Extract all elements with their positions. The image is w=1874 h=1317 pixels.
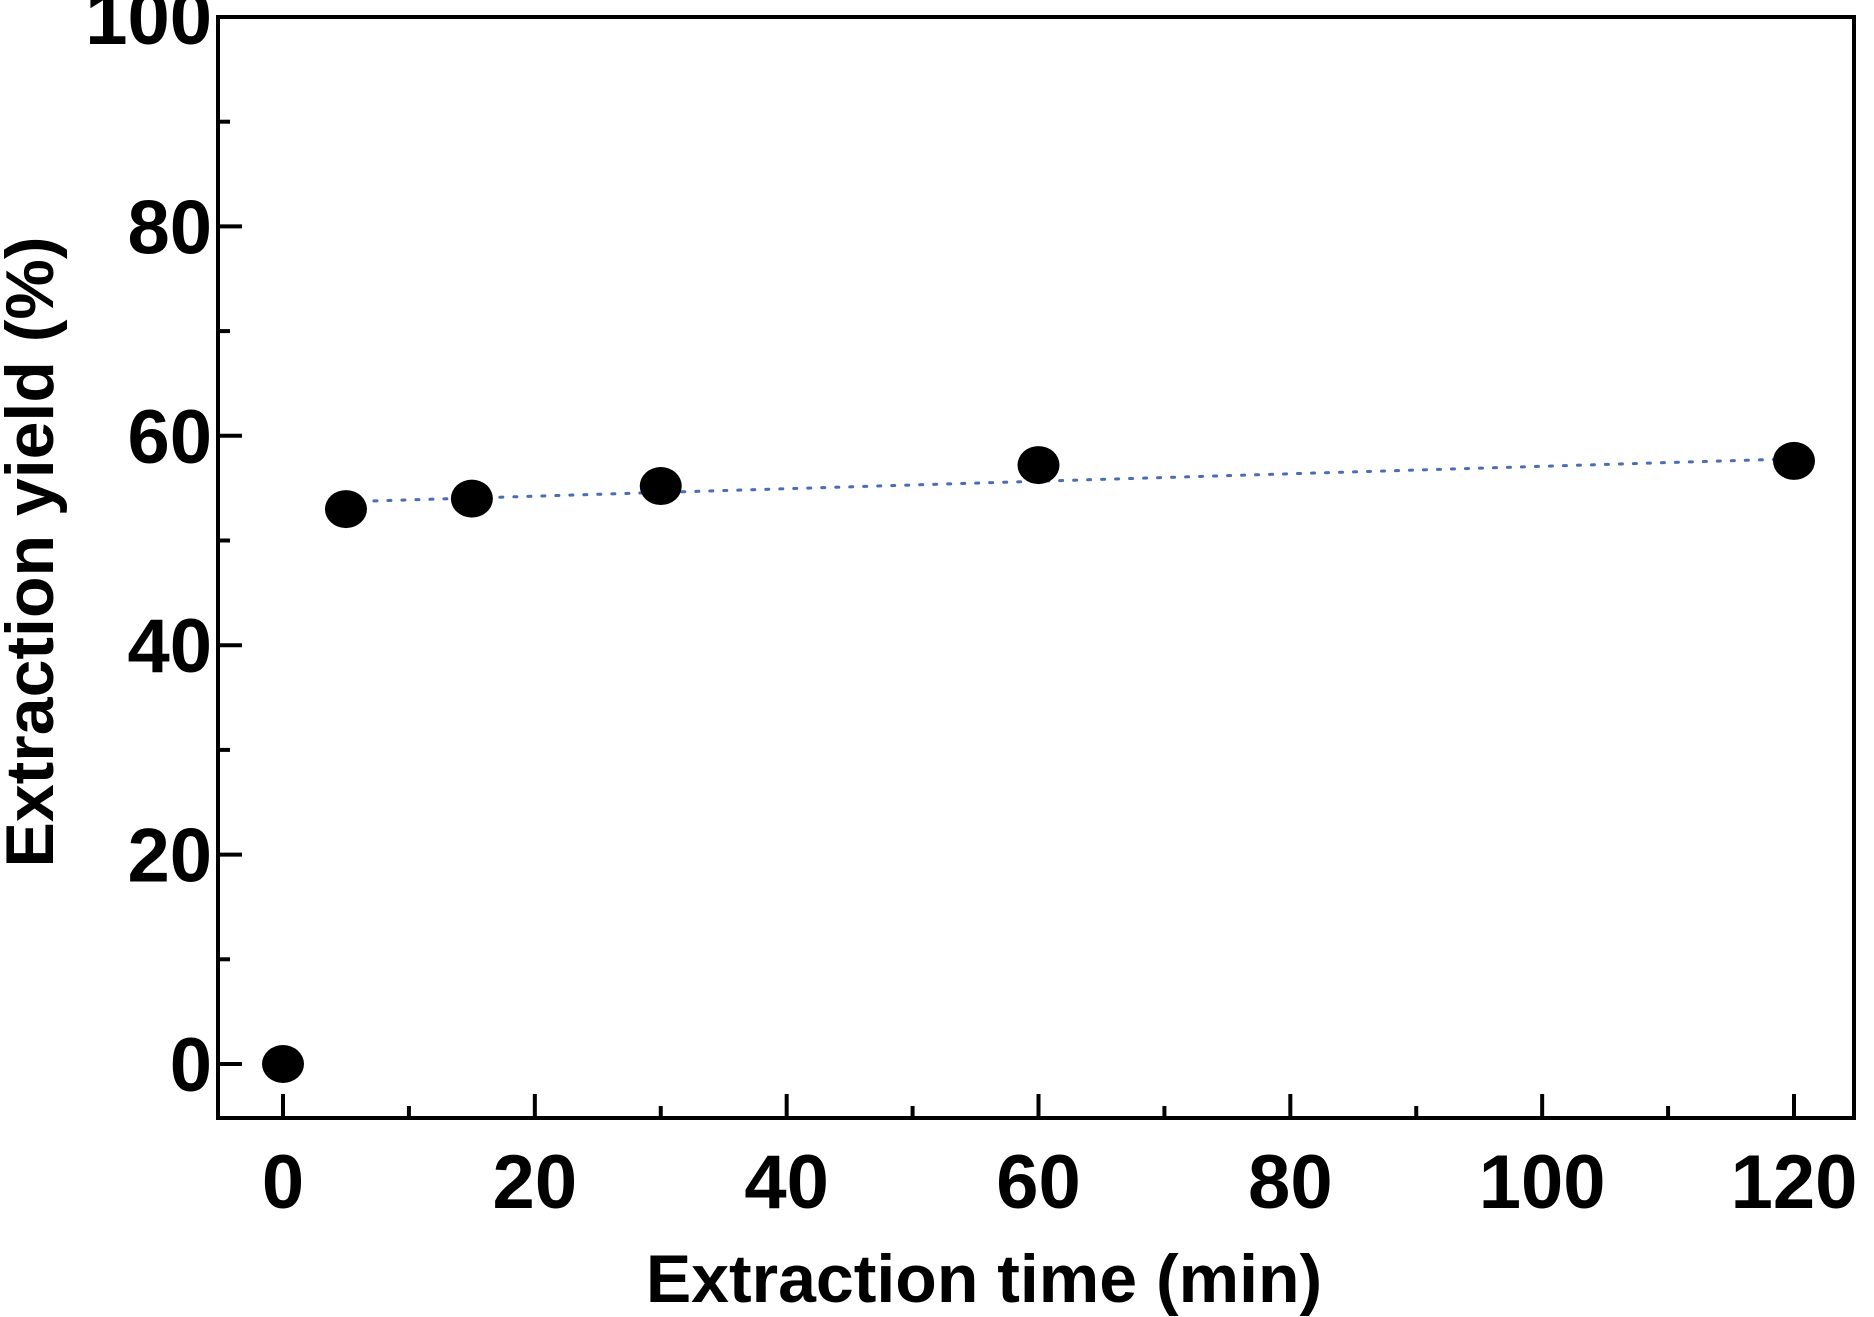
x-tick-label: 100 xyxy=(1479,1140,1606,1225)
y-tick-label: 80 xyxy=(127,185,212,270)
x-tick-label: 80 xyxy=(1248,1140,1333,1225)
x-tick-label: 120 xyxy=(1731,1140,1858,1225)
y-tick-label: 0 xyxy=(170,1023,212,1108)
data-point xyxy=(450,479,493,518)
x-tick-label: 20 xyxy=(493,1140,578,1225)
data-points-layer xyxy=(262,441,1815,1083)
trend-line-layer xyxy=(344,457,1796,504)
x-axis-label: Extraction time (min) xyxy=(646,1241,1322,1317)
data-point xyxy=(1017,446,1060,485)
data-point xyxy=(1773,441,1815,480)
x-tick-label: 40 xyxy=(744,1140,829,1225)
y-axis-label: Extraction yield (%) xyxy=(0,236,68,867)
data-point xyxy=(639,467,682,506)
y-tick-label: 20 xyxy=(127,814,212,899)
y-axis-ticks: 0 20 40 60 80 100 xyxy=(85,0,242,1108)
data-point xyxy=(262,1045,304,1083)
y-tick-label: 100 xyxy=(85,0,212,61)
y-tick-label: 40 xyxy=(127,604,212,689)
x-tick-label: 0 xyxy=(262,1140,304,1225)
data-point xyxy=(324,490,367,529)
y-tick-label: 60 xyxy=(127,395,212,480)
plot-frame xyxy=(216,15,1856,1120)
x-axis-ticks: 0 20 40 60 80 100 120 xyxy=(262,1094,1858,1225)
x-tick-label: 60 xyxy=(996,1140,1081,1225)
trend-line xyxy=(344,457,1796,504)
